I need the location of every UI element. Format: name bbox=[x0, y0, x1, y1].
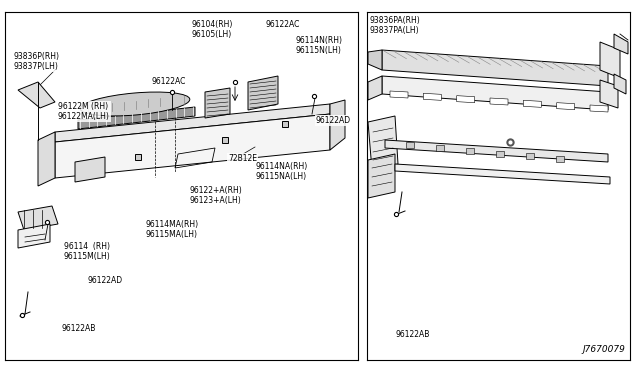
Polygon shape bbox=[600, 80, 618, 108]
Polygon shape bbox=[600, 42, 620, 78]
Ellipse shape bbox=[80, 92, 190, 116]
Text: 93836P(RH)
93837P(LH): 93836P(RH) 93837P(LH) bbox=[14, 52, 60, 71]
Polygon shape bbox=[368, 50, 382, 70]
Polygon shape bbox=[78, 107, 195, 129]
Text: 96114  (RH)
96115M(LH): 96114 (RH) 96115M(LH) bbox=[64, 242, 111, 262]
Polygon shape bbox=[330, 100, 345, 150]
Polygon shape bbox=[614, 74, 626, 94]
Polygon shape bbox=[557, 103, 575, 110]
Text: 93836PA(RH)
93837PA(LH): 93836PA(RH) 93837PA(LH) bbox=[370, 16, 420, 35]
Text: 96114N(RH)
96115N(LH): 96114N(RH) 96115N(LH) bbox=[296, 36, 343, 55]
Polygon shape bbox=[496, 151, 504, 157]
Text: 96122AD: 96122AD bbox=[88, 276, 123, 285]
Polygon shape bbox=[75, 157, 105, 182]
Polygon shape bbox=[368, 154, 395, 198]
Text: 96114NA(RH)
96115NA(LH): 96114NA(RH) 96115NA(LH) bbox=[255, 162, 307, 182]
Polygon shape bbox=[205, 88, 230, 118]
Text: 96122AB: 96122AB bbox=[62, 324, 97, 333]
Text: 72B12E: 72B12E bbox=[228, 154, 257, 163]
Polygon shape bbox=[55, 114, 330, 178]
Polygon shape bbox=[248, 76, 278, 110]
Polygon shape bbox=[590, 105, 608, 112]
Polygon shape bbox=[18, 224, 50, 248]
Polygon shape bbox=[614, 34, 628, 54]
Text: 96122AD: 96122AD bbox=[316, 116, 351, 125]
Polygon shape bbox=[395, 164, 610, 184]
Polygon shape bbox=[436, 145, 444, 151]
Polygon shape bbox=[18, 82, 55, 108]
Polygon shape bbox=[526, 153, 534, 159]
Polygon shape bbox=[382, 76, 608, 110]
Text: 96114MA(RH)
96115MA(LH): 96114MA(RH) 96115MA(LH) bbox=[145, 220, 198, 240]
Polygon shape bbox=[385, 140, 608, 162]
Polygon shape bbox=[38, 132, 55, 186]
Text: 96122AC: 96122AC bbox=[152, 77, 186, 86]
Polygon shape bbox=[18, 206, 58, 230]
Polygon shape bbox=[423, 93, 442, 100]
Text: 96104(RH)
96105(LH): 96104(RH) 96105(LH) bbox=[192, 20, 234, 39]
Polygon shape bbox=[382, 50, 608, 86]
Polygon shape bbox=[368, 116, 398, 170]
Polygon shape bbox=[466, 148, 474, 154]
Polygon shape bbox=[524, 100, 541, 108]
Polygon shape bbox=[55, 104, 330, 142]
Polygon shape bbox=[368, 76, 382, 100]
Polygon shape bbox=[457, 96, 475, 103]
Text: 96122+A(RH)
96123+A(LH): 96122+A(RH) 96123+A(LH) bbox=[190, 186, 243, 205]
Polygon shape bbox=[406, 142, 414, 148]
Text: 96122M (RH)
96122MA(LH): 96122M (RH) 96122MA(LH) bbox=[58, 102, 110, 121]
Polygon shape bbox=[556, 156, 564, 162]
Polygon shape bbox=[490, 98, 508, 105]
Text: 96122AC: 96122AC bbox=[265, 20, 300, 29]
Text: J7670079: J7670079 bbox=[582, 345, 625, 354]
Text: 96122AB: 96122AB bbox=[396, 330, 430, 339]
Polygon shape bbox=[390, 91, 408, 98]
